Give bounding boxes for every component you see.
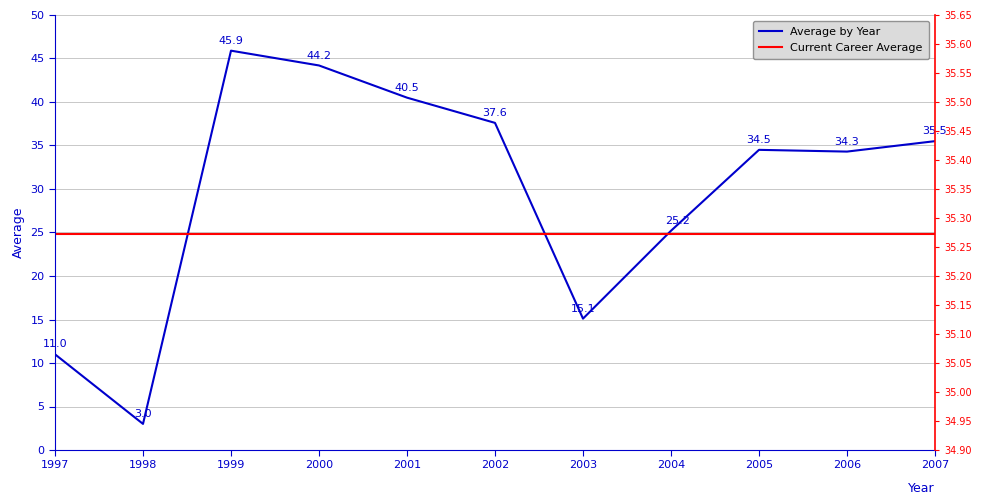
- Average by Year: [753, 147, 765, 153]
- Y-axis label: Average: Average: [12, 207, 25, 258]
- Line: Average by Year: Average by Year: [55, 50, 935, 424]
- Text: 34.3: 34.3: [835, 136, 859, 146]
- Average by Year: [225, 48, 237, 54]
- Average by Year: [841, 148, 853, 154]
- Text: 37.6: 37.6: [483, 108, 507, 118]
- Text: 45.9: 45.9: [219, 36, 243, 46]
- Average by Year: [489, 120, 501, 126]
- Text: 34.5: 34.5: [747, 135, 771, 145]
- Text: 35.5: 35.5: [923, 126, 947, 136]
- Text: 40.5: 40.5: [395, 82, 419, 92]
- Text: 3.0: 3.0: [134, 409, 152, 419]
- Average by Year: [137, 421, 149, 427]
- Text: 25.2: 25.2: [666, 216, 690, 226]
- Legend: Average by Year, Current Career Average: Average by Year, Current Career Average: [753, 20, 929, 59]
- Text: 15.1: 15.1: [571, 304, 595, 314]
- Average by Year: [401, 94, 413, 100]
- Average by Year: [665, 228, 677, 234]
- Text: 44.2: 44.2: [306, 50, 331, 60]
- Average by Year: [49, 352, 61, 358]
- Average by Year: [929, 138, 941, 144]
- Average by Year: [577, 316, 589, 322]
- Average by Year: [313, 62, 325, 68]
- Text: Year: Year: [908, 482, 935, 495]
- Text: 11.0: 11.0: [43, 340, 67, 349]
